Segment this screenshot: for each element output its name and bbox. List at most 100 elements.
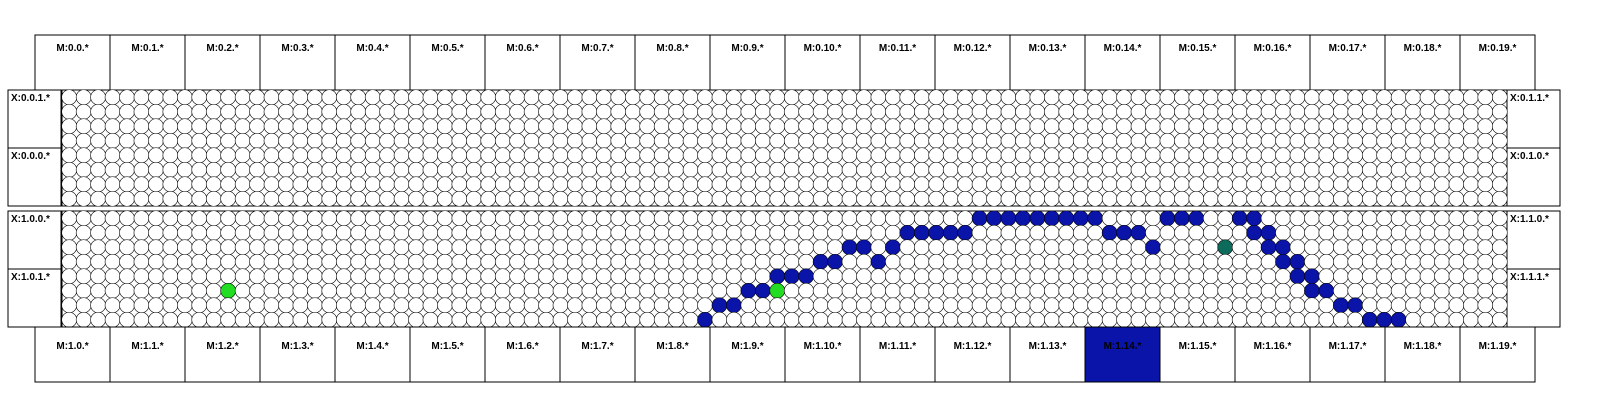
pad (1188, 239, 1205, 256)
pad (1101, 297, 1118, 314)
pad (393, 132, 410, 149)
pad (1159, 282, 1176, 299)
pad (148, 224, 164, 241)
pad (1202, 268, 1219, 285)
pad (379, 89, 395, 106)
pad (307, 190, 323, 207)
pad (1246, 176, 1262, 193)
pad (104, 239, 121, 256)
pad (509, 147, 525, 164)
module-cell: M:0.13.* (1009, 34, 1086, 91)
pad (422, 297, 439, 314)
pad (596, 190, 612, 207)
pad (509, 268, 525, 285)
pad (1058, 297, 1075, 314)
pad (249, 311, 265, 328)
pad (321, 147, 338, 164)
pad (538, 147, 554, 164)
pad (393, 103, 410, 120)
pad (740, 210, 757, 227)
pad (885, 161, 901, 178)
pad (1304, 118, 1320, 135)
pad (1188, 103, 1205, 120)
pad (509, 103, 525, 120)
pad (1000, 89, 1017, 106)
pad (278, 190, 294, 207)
pad (942, 161, 959, 178)
pad (639, 239, 656, 256)
pad (567, 132, 583, 149)
module-cell: M:0.4.* (334, 34, 411, 91)
pad (942, 297, 959, 314)
pad (552, 161, 569, 178)
pad (220, 161, 236, 178)
pad (913, 161, 930, 178)
pad (812, 282, 829, 299)
module-label: M:0.1.* (131, 43, 163, 54)
pad (1087, 311, 1103, 328)
pad (755, 239, 771, 256)
hit-pad (913, 224, 930, 241)
pad (538, 161, 554, 178)
pad (1217, 268, 1234, 285)
pad (1015, 224, 1031, 241)
pad (1101, 147, 1118, 164)
pad (263, 89, 280, 106)
pad (971, 132, 988, 149)
pad (1130, 161, 1147, 178)
pad (177, 311, 193, 328)
pad (870, 282, 887, 299)
pad (971, 118, 988, 135)
pad (1058, 118, 1075, 135)
pad (1491, 89, 1508, 106)
pad (494, 224, 511, 241)
pad (523, 147, 540, 164)
pad (1044, 176, 1060, 193)
module-label: M:1.4.* (356, 341, 388, 352)
pad (668, 190, 684, 207)
pad (827, 118, 843, 135)
pad (335, 118, 352, 135)
pad (1058, 147, 1075, 164)
pad (278, 132, 294, 149)
pad (1419, 253, 1436, 270)
pad (639, 89, 656, 106)
pad (1202, 103, 1219, 120)
pad (278, 176, 294, 193)
pad (1000, 253, 1017, 270)
pad (61, 147, 78, 164)
pad (523, 176, 540, 193)
pad (119, 239, 135, 256)
pad (928, 210, 945, 227)
module-cell: M:1.5.* (409, 326, 486, 383)
pad (75, 190, 92, 207)
pad (653, 190, 670, 207)
pad (1058, 253, 1075, 270)
pad (610, 224, 627, 241)
pad (1231, 132, 1248, 149)
pad (379, 282, 395, 299)
pad (1217, 253, 1234, 270)
pad (162, 224, 179, 241)
pad (1188, 190, 1205, 207)
pad (1217, 224, 1234, 241)
pad (1318, 239, 1335, 256)
pad (148, 268, 164, 285)
pad (957, 311, 973, 328)
pad (596, 103, 612, 120)
pad (552, 253, 569, 270)
pad (1072, 282, 1089, 299)
pad (726, 161, 742, 178)
module-label: M:0.7.* (581, 43, 613, 54)
pad (971, 190, 988, 207)
pad (494, 147, 511, 164)
pad (335, 103, 352, 120)
pad (1246, 268, 1262, 285)
module-box (1234, 34, 1311, 91)
pad (1448, 103, 1465, 120)
pad (1419, 224, 1436, 241)
pad (885, 176, 901, 193)
pad (567, 147, 583, 164)
pad (1448, 268, 1465, 285)
pad (1419, 268, 1436, 285)
